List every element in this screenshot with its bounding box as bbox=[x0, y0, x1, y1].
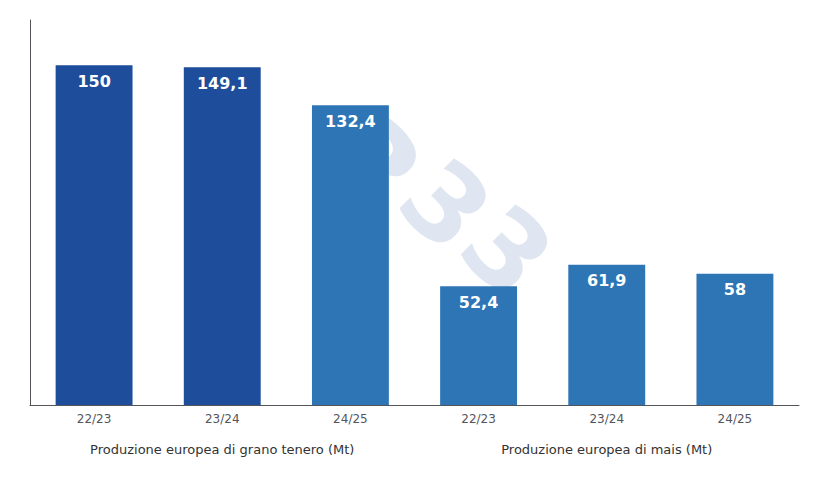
svg-text:3: 3 bbox=[436, 180, 577, 322]
svg-text:150: 150 bbox=[77, 72, 110, 91]
svg-text:Produzione europea di grano te: Produzione europea di grano tenero (Mt) bbox=[90, 442, 354, 457]
svg-text:52,4: 52,4 bbox=[459, 293, 498, 312]
svg-text:149,1: 149,1 bbox=[197, 74, 248, 93]
svg-text:Produzione europea di mais (Mt: Produzione europea di mais (Mt) bbox=[501, 442, 712, 457]
svg-text:132,4: 132,4 bbox=[325, 112, 376, 131]
svg-text:61,9: 61,9 bbox=[587, 271, 626, 290]
svg-text:22/23: 22/23 bbox=[77, 412, 112, 426]
svg-text:58: 58 bbox=[724, 280, 746, 299]
svg-text:24/25: 24/25 bbox=[333, 412, 368, 426]
svg-text:23/24: 23/24 bbox=[205, 412, 240, 426]
svg-text:24/25: 24/25 bbox=[718, 412, 753, 426]
svg-text:22/23: 22/23 bbox=[461, 412, 496, 426]
svg-text:23/24: 23/24 bbox=[589, 412, 624, 426]
